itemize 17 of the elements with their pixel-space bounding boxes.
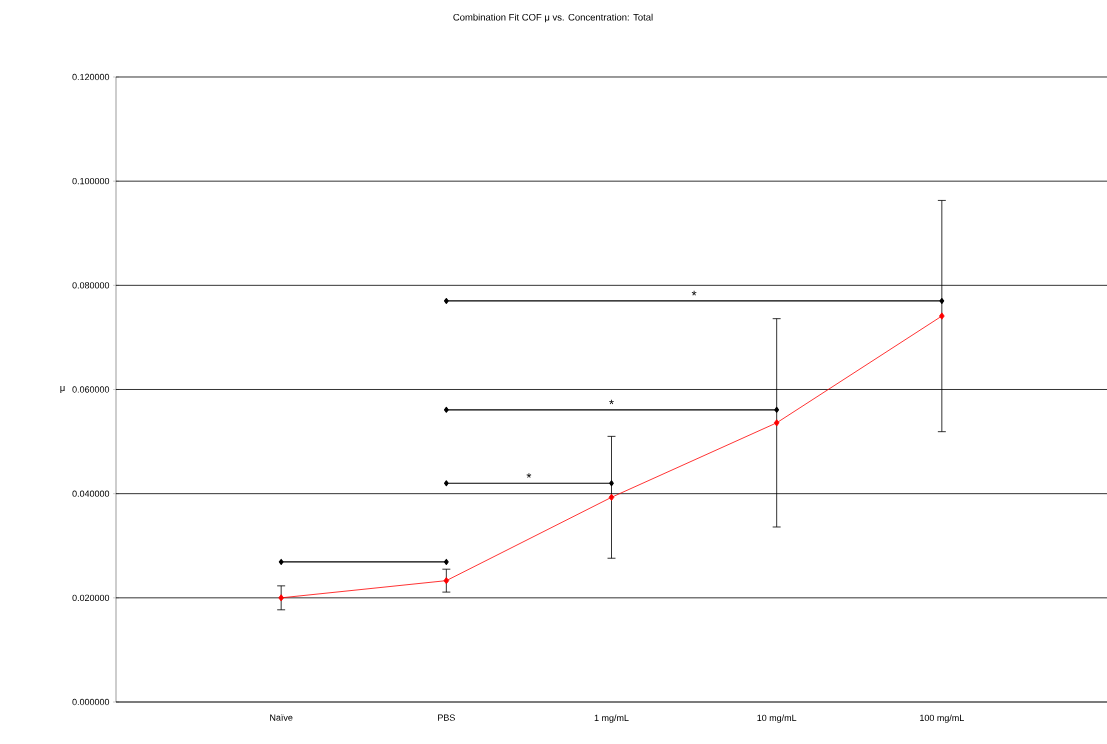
y-tick-label: 0.040000 [72, 490, 110, 497]
x-tick-label: 1 mg/mL [594, 714, 629, 723]
annotation: * [691, 290, 697, 296]
annotation: * [609, 399, 614, 405]
y-axis-title: μ [60, 386, 65, 393]
x-tick-label: 100 mg/mL [920, 714, 964, 723]
y-tick-label: 0.060000 [72, 386, 110, 393]
annotation: * [526, 473, 532, 478]
y-tick-label: 0.120000 [72, 73, 110, 81]
x-tick-label: PBS [438, 714, 455, 721]
y-tick-label: 0.020000 [72, 594, 110, 602]
y-tick-label: 0.100000 [72, 177, 110, 185]
chart-title: Combination Fit COF μ vs. Concentration: Total [453, 13, 653, 23]
x-tick-label: Naïve [270, 714, 293, 721]
y-tick-label: 0.000000 [72, 698, 110, 706]
x-tick-label: 10 mg/mL [757, 714, 797, 723]
y-tick-label: 0.080000 [72, 282, 110, 289]
